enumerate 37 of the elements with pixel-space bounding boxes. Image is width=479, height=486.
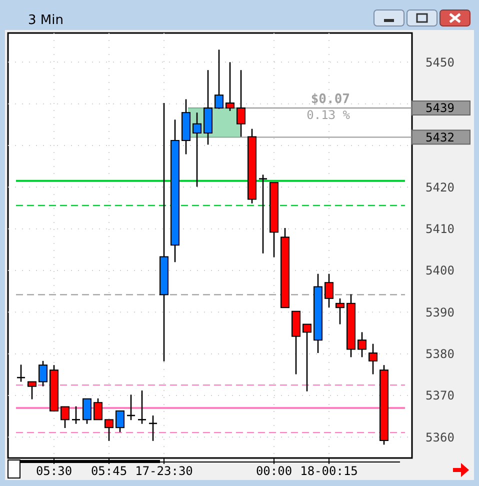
x-tick-label: 17-23:30 [135, 464, 193, 478]
candlestick [38, 360, 48, 387]
y-tick-label: 5410 [426, 222, 454, 236]
candlestick [358, 332, 366, 358]
y-tick-label: 5380 [426, 347, 454, 362]
y-tick-label: 5390 [426, 305, 454, 320]
candlestick [192, 112, 202, 188]
x-tick-label: 18-00:15 [300, 464, 358, 478]
y-tick-label: 5400 [426, 264, 454, 278]
annotation: 0.13 % [306, 108, 351, 122]
candlestick [302, 324, 312, 392]
candlestick [258, 174, 268, 254]
y-tick-label: 5370 [426, 388, 454, 403]
candlestick [94, 398, 102, 420]
candlestick [60, 406, 70, 429]
candlestick [336, 298, 344, 325]
candlestick [226, 62, 234, 112]
ref-line-label: 5432 [426, 130, 454, 144]
y-tick-label: 5450 [426, 55, 454, 70]
chart-title: 3 Min [28, 13, 64, 28]
candlestick [28, 381, 36, 400]
x-tick-label: 00:00 [256, 464, 292, 478]
candlestick [236, 69, 246, 138]
candlestick [71, 406, 81, 424]
annotation: $0.07 [310, 92, 350, 107]
candlestick [214, 49, 224, 110]
x-tick-label: 05:45 [90, 464, 128, 478]
y-tick-label: 5360 [426, 430, 454, 444]
candlestick [82, 398, 92, 424]
candlestick [368, 343, 378, 375]
candlestick [104, 419, 114, 442]
y-tick-label: 5420 [426, 180, 454, 194]
x-tick-label: 05:30 [36, 464, 72, 478]
candlestick [324, 273, 334, 308]
candlestick [116, 410, 124, 433]
ref-line-label: 5439 [426, 101, 454, 116]
candlestick [137, 390, 147, 424]
